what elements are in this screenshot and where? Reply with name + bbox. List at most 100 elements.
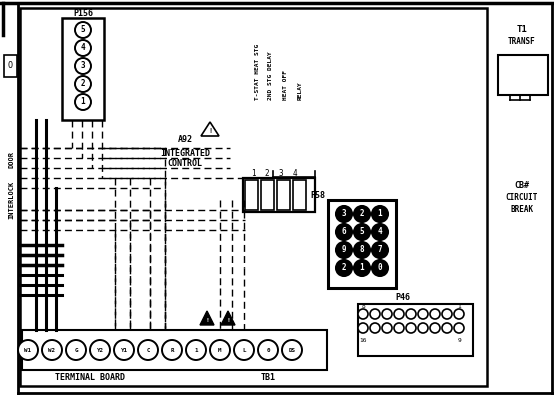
- Text: 0: 0: [266, 348, 270, 352]
- Bar: [22, 330, 327, 370]
- Bar: [20, 8, 487, 386]
- Text: C: C: [146, 348, 150, 352]
- Circle shape: [75, 22, 91, 38]
- Text: 3: 3: [81, 62, 85, 70]
- Text: CONTROL: CONTROL: [167, 160, 203, 169]
- Text: !: !: [226, 318, 230, 324]
- Text: 1: 1: [251, 169, 255, 177]
- Text: W2: W2: [49, 348, 55, 352]
- Text: RELAY: RELAY: [298, 81, 303, 100]
- Circle shape: [372, 260, 388, 276]
- Circle shape: [75, 94, 91, 110]
- Text: R: R: [170, 348, 174, 352]
- Circle shape: [90, 340, 110, 360]
- Text: 4: 4: [81, 43, 85, 53]
- Text: DOOR: DOOR: [8, 152, 14, 169]
- Bar: [358, 304, 473, 356]
- Text: P58: P58: [310, 192, 326, 201]
- Text: W1: W1: [24, 348, 32, 352]
- Circle shape: [336, 206, 352, 222]
- Bar: [293, 180, 306, 210]
- Bar: [243, 178, 315, 212]
- Text: 9: 9: [342, 246, 346, 254]
- Circle shape: [370, 323, 380, 333]
- Circle shape: [394, 323, 404, 333]
- Text: CIRCUIT: CIRCUIT: [506, 192, 538, 201]
- Text: 2: 2: [81, 79, 85, 88]
- Circle shape: [186, 340, 206, 360]
- Text: TERMINAL BOARD: TERMINAL BOARD: [55, 374, 125, 382]
- Text: 3: 3: [342, 209, 346, 218]
- Text: 1: 1: [81, 98, 85, 107]
- Text: CB#: CB#: [515, 181, 530, 190]
- Polygon shape: [201, 122, 219, 136]
- Circle shape: [358, 309, 368, 319]
- Circle shape: [394, 309, 404, 319]
- Bar: [498, 55, 548, 95]
- Circle shape: [372, 206, 388, 222]
- Text: 2: 2: [265, 169, 269, 177]
- Circle shape: [75, 76, 91, 92]
- Circle shape: [430, 309, 440, 319]
- Circle shape: [162, 340, 182, 360]
- Text: 5: 5: [360, 228, 365, 237]
- Circle shape: [372, 242, 388, 258]
- Text: 1: 1: [378, 209, 382, 218]
- Circle shape: [418, 309, 428, 319]
- Bar: [277, 180, 290, 210]
- Text: 2ND STG DELAY: 2ND STG DELAY: [268, 51, 273, 100]
- Circle shape: [114, 340, 134, 360]
- Text: 9: 9: [457, 339, 461, 344]
- Circle shape: [454, 323, 464, 333]
- Circle shape: [354, 224, 370, 240]
- Text: P156: P156: [73, 9, 93, 17]
- Circle shape: [282, 340, 302, 360]
- Circle shape: [454, 309, 464, 319]
- Circle shape: [75, 58, 91, 74]
- Text: 1: 1: [360, 263, 365, 273]
- Text: G: G: [74, 348, 78, 352]
- Bar: [62, 18, 104, 120]
- Circle shape: [358, 323, 368, 333]
- Circle shape: [336, 260, 352, 276]
- Text: !: !: [208, 128, 212, 134]
- Text: A92: A92: [177, 135, 192, 145]
- Bar: [245, 180, 258, 210]
- Circle shape: [18, 340, 38, 360]
- Text: O: O: [8, 62, 13, 70]
- Text: DS: DS: [289, 348, 295, 352]
- Text: INTEGRATED: INTEGRATED: [160, 149, 210, 158]
- Circle shape: [442, 323, 452, 333]
- Text: 2: 2: [342, 263, 346, 273]
- Circle shape: [370, 309, 380, 319]
- Circle shape: [210, 340, 230, 360]
- Text: 4: 4: [293, 169, 297, 177]
- Circle shape: [234, 340, 254, 360]
- Circle shape: [354, 206, 370, 222]
- Circle shape: [430, 323, 440, 333]
- Circle shape: [418, 323, 428, 333]
- Text: T1: T1: [517, 26, 527, 34]
- Text: 2: 2: [360, 209, 365, 218]
- Circle shape: [406, 323, 416, 333]
- Text: 4: 4: [378, 228, 382, 237]
- Circle shape: [382, 323, 392, 333]
- Circle shape: [442, 309, 452, 319]
- Text: Y2: Y2: [96, 348, 104, 352]
- Circle shape: [336, 224, 352, 240]
- Text: Y1: Y1: [121, 348, 127, 352]
- Polygon shape: [221, 311, 235, 325]
- Circle shape: [42, 340, 62, 360]
- Circle shape: [354, 260, 370, 276]
- Text: L: L: [242, 348, 246, 352]
- Text: P46: P46: [396, 293, 411, 301]
- Circle shape: [354, 242, 370, 258]
- Bar: [328, 200, 396, 288]
- Circle shape: [382, 309, 392, 319]
- Text: INTERLOCK: INTERLOCK: [8, 181, 14, 219]
- Circle shape: [138, 340, 158, 360]
- Circle shape: [75, 40, 91, 56]
- Text: 6: 6: [342, 228, 346, 237]
- Text: !: !: [205, 318, 209, 324]
- Polygon shape: [200, 311, 214, 325]
